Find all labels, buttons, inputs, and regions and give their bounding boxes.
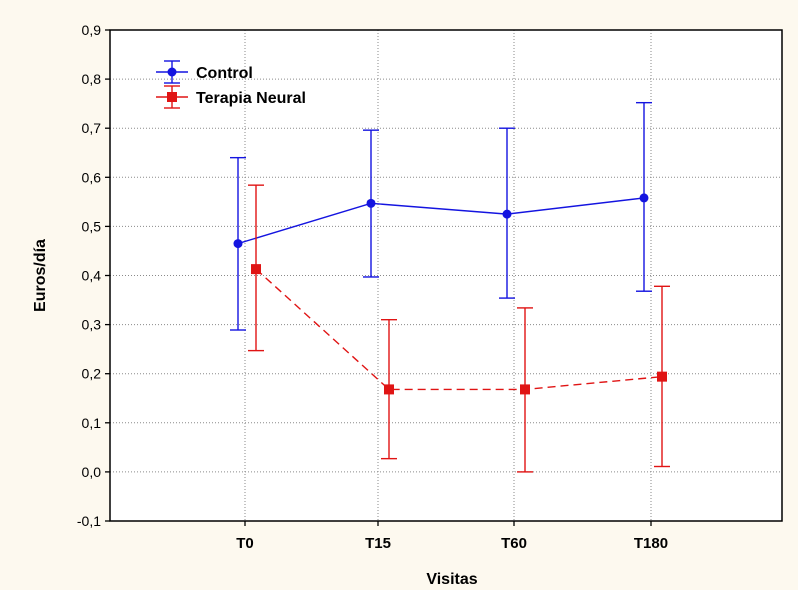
data-point	[639, 193, 649, 203]
x-tick-label: T180	[634, 535, 668, 552]
y-tick-label: 0,3	[82, 317, 102, 333]
data-point	[520, 384, 530, 395]
grid-layer	[110, 30, 782, 521]
data-point	[657, 371, 667, 382]
x-axis-title: Visitas	[426, 571, 477, 588]
y-tick-label: 0,2	[82, 366, 102, 382]
x-tick-label: T0	[236, 535, 254, 552]
y-tick-label: 0,0	[82, 464, 102, 480]
data-point	[366, 198, 376, 208]
legend-label: Control	[196, 65, 253, 82]
legend: Control Terapia Neural	[156, 60, 306, 109]
series-line	[255, 268, 663, 391]
legend-marker	[167, 92, 177, 102]
y-tick-label: 0,7	[82, 120, 102, 136]
legend-item: Control	[156, 60, 253, 84]
legend-item: Terapia Neural	[156, 85, 306, 109]
data-point	[384, 384, 394, 395]
series-layer	[230, 101, 670, 473]
data-point	[251, 264, 261, 275]
y-tick-label: -0,1	[77, 513, 101, 529]
legend-marker	[167, 67, 177, 77]
legend-label: Terapia Neural	[196, 90, 306, 107]
data-point	[502, 209, 512, 219]
x-tick-label: T60	[501, 535, 527, 552]
series-line	[237, 197, 645, 245]
y-axis-title: Euros/día	[32, 239, 49, 312]
y-tick-label: 0,9	[82, 22, 102, 38]
series-control	[230, 101, 652, 331]
x-tick-label: T15	[365, 535, 391, 552]
y-tick-label: 0,6	[82, 169, 102, 185]
y-tick-label: 0,5	[82, 218, 102, 234]
y-tick-label: 0,8	[82, 71, 102, 87]
axis-layer: -0,1 0,0 0,1 0,2 0,3 0,4 0,5 0,6 0,7 0,8 0,9 T0 T15 T…	[77, 22, 668, 552]
y-tick-label: 0,1	[82, 415, 102, 431]
y-tick-label: 0,4	[82, 268, 102, 284]
series-terapia-neural	[248, 184, 670, 473]
data-point	[233, 239, 243, 249]
